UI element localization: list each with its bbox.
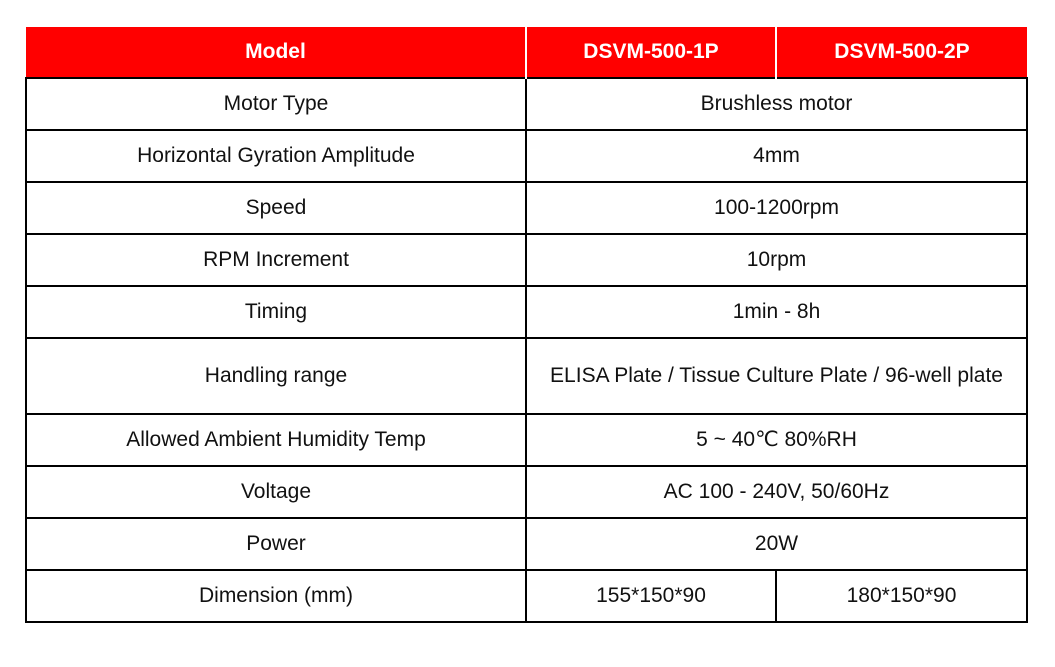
row-value: Brushless motor [525, 77, 1028, 131]
spec-table: Model DSVM-500-1P DSVM-500-2P Motor Type… [25, 27, 1028, 623]
header-dsvm-500-2p: DSVM-500-2P [775, 27, 1027, 78]
row-ambient-humidity-temp: Allowed Ambient Humidity Temp 5 ~ 40℃ 80… [25, 413, 1028, 467]
row-value: 1min - 8h [525, 285, 1028, 339]
row-label: RPM Increment [25, 233, 527, 287]
row-value: ELISA Plate / Tissue Culture Plate / 96-… [525, 337, 1028, 415]
row-rpm-increment: RPM Increment 10rpm [25, 233, 1028, 287]
row-handling-range: Handling range ELISA Plate / Tissue Cult… [25, 337, 1028, 415]
row-label: Dimension (mm) [25, 569, 527, 623]
row-value: 20W [525, 517, 1028, 571]
row-value: 5 ~ 40℃ 80%RH [525, 413, 1028, 467]
row-value: 100-1200rpm [525, 181, 1028, 235]
row-dimension: Dimension (mm) 155*150*90 180*150*90 [25, 569, 1028, 623]
row-value: 4mm [525, 129, 1028, 183]
header-row: Model DSVM-500-1P DSVM-500-2P [26, 27, 1027, 78]
row-label: Allowed Ambient Humidity Temp [25, 413, 527, 467]
row-label: Handling range [25, 337, 527, 415]
row-label: Horizontal Gyration Amplitude [25, 129, 527, 183]
row-voltage: Voltage AC 100 - 240V, 50/60Hz [25, 465, 1028, 519]
header-dsvm-500-1p: DSVM-500-1P [525, 27, 777, 78]
row-power: Power 20W [25, 517, 1028, 571]
row-label: Motor Type [25, 77, 527, 131]
row-label: Timing [25, 285, 527, 339]
dimension-value-1p: 155*150*90 [525, 569, 777, 623]
row-value: 10rpm [525, 233, 1028, 287]
row-motor-type: Motor Type Brushless motor [25, 77, 1028, 131]
row-horizontal-gyration-amplitude: Horizontal Gyration Amplitude 4mm [25, 129, 1028, 183]
dimension-value-2p: 180*150*90 [775, 569, 1028, 623]
row-speed: Speed 100-1200rpm [25, 181, 1028, 235]
row-label: Power [25, 517, 527, 571]
row-value: AC 100 - 240V, 50/60Hz [525, 465, 1028, 519]
row-label: Voltage [25, 465, 527, 519]
row-timing: Timing 1min - 8h [25, 285, 1028, 339]
row-label: Speed [25, 181, 527, 235]
header-model: Model [26, 27, 527, 78]
